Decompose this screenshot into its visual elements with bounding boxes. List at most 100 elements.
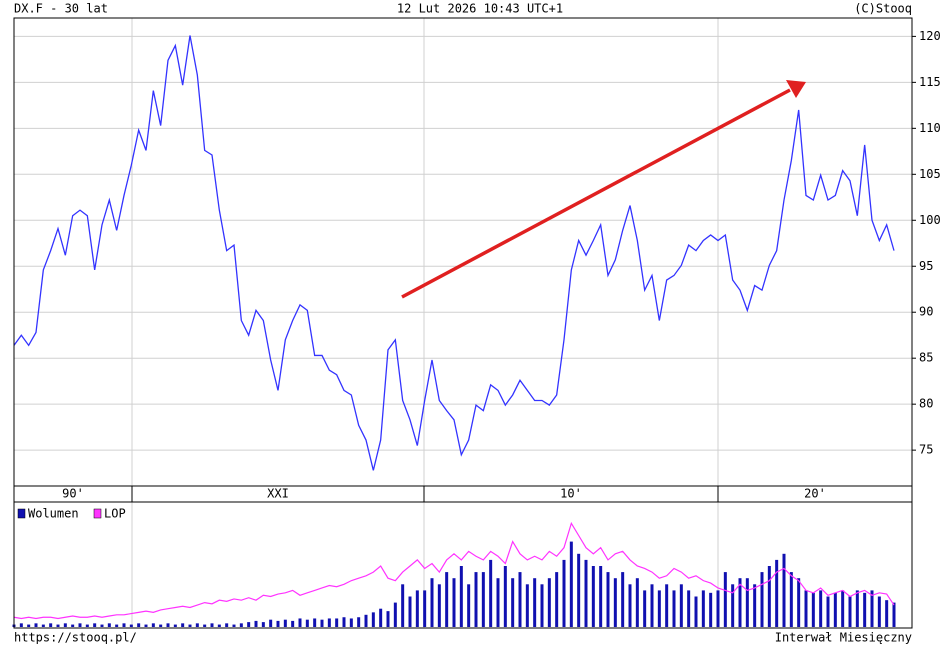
volume-bar [166, 623, 170, 627]
volume-bar [826, 596, 830, 627]
volume-bar [93, 623, 97, 627]
volume-bar [496, 578, 500, 627]
volume-bar [137, 623, 141, 627]
volume-bar [863, 592, 867, 627]
legend-swatch [17, 508, 26, 519]
timestamp: 12 Lut 2026 10:43 UTC+1 [397, 2, 563, 16]
volume-bar [584, 559, 588, 627]
volume-bar [613, 578, 617, 627]
volume-bar [349, 618, 353, 627]
volume-bar [107, 623, 111, 627]
volume-bar [276, 620, 280, 627]
volume-bar [855, 590, 859, 627]
lop-line [13, 521, 895, 620]
volume-bar [283, 619, 287, 627]
volume-bar [408, 596, 412, 627]
volume-frame [13, 501, 913, 629]
volume-bar [511, 578, 515, 627]
y-tick-label: 100 [919, 213, 941, 227]
volume-bar [555, 572, 559, 627]
volume-bar [159, 624, 163, 627]
volume-bar [811, 592, 815, 627]
volume-bar [547, 578, 551, 627]
trend-arrow [401, 88, 791, 299]
volume-bar [848, 596, 852, 627]
volume-bar [760, 572, 764, 627]
volume-bar [122, 623, 126, 627]
volume-bar [731, 584, 735, 627]
y-tick-label: 95 [919, 259, 933, 273]
volume-bar [885, 600, 889, 627]
volume-bar [129, 624, 133, 627]
y-tick-label: 80 [919, 397, 933, 411]
x-tick-label: XXI [267, 487, 289, 501]
volume-bar [313, 618, 317, 627]
volume-bar [687, 590, 691, 627]
volume-bar [19, 623, 23, 627]
volume-bar [892, 602, 896, 627]
volume-bar [357, 617, 361, 627]
volume-bar [533, 578, 537, 627]
volume-bar [569, 541, 573, 627]
volume-bar [71, 624, 75, 627]
volume-bar [181, 623, 185, 627]
volume-bar [833, 592, 837, 627]
volume-bar [247, 622, 251, 627]
volume-bar [665, 584, 669, 627]
volume-bar [225, 623, 229, 627]
volume-bar [415, 590, 419, 627]
volume-bar [203, 624, 207, 627]
volume-bar [877, 596, 881, 627]
volume-bar [232, 624, 236, 627]
volume-bar [745, 578, 749, 627]
volume-bar [371, 612, 375, 627]
volume-bar [210, 623, 214, 627]
volume-bar [679, 584, 683, 627]
volume-bar [562, 559, 566, 627]
chart-title: DX.F - 30 lat [14, 2, 108, 16]
volume-bar [694, 596, 698, 627]
y-tick-label: 110 [919, 121, 941, 135]
volume-bar [577, 553, 581, 627]
volume-bar [804, 590, 808, 627]
volume-bar [628, 584, 632, 627]
volume-bar [437, 584, 441, 627]
volume-bar [393, 602, 397, 627]
volume-bar [298, 618, 302, 627]
volume-bar [63, 623, 67, 627]
volume-bar [474, 572, 478, 627]
volume-bar [56, 624, 60, 627]
copyright: (C)Stooq [854, 2, 912, 16]
volume-bar [291, 620, 295, 627]
volume-bar [188, 624, 192, 627]
volume-bar [753, 584, 757, 627]
volume-bar [452, 578, 456, 627]
volume-bar [767, 566, 771, 627]
volume-bar [320, 619, 324, 627]
volume-bar [657, 590, 661, 627]
y-tick-label: 120 [919, 29, 941, 43]
interval: Interwał Miesięczny [775, 631, 912, 645]
volume-bar [782, 553, 786, 627]
x-tick-label: 90' [62, 487, 84, 501]
volume-bar [650, 584, 654, 627]
volume-bar [144, 624, 148, 627]
volume-bar [34, 623, 38, 627]
x-tick-label: 10' [560, 487, 582, 501]
volume-bar [489, 559, 493, 627]
volume-bar [621, 572, 625, 627]
legend-label: LOP [104, 507, 126, 521]
volume-bar [459, 566, 463, 627]
volume-bar [151, 623, 155, 627]
volume-bar [239, 623, 243, 627]
y-tick-label: 115 [919, 75, 941, 89]
volume-bar [430, 578, 434, 627]
volume-bar [173, 624, 177, 627]
volume-bar [217, 624, 221, 627]
source-url[interactable]: https://stooq.pl/ [14, 631, 137, 645]
volume-bar [78, 623, 82, 627]
volume-bar [525, 584, 529, 627]
volume-bar [195, 623, 199, 627]
x-tick-label: 20' [804, 487, 826, 501]
